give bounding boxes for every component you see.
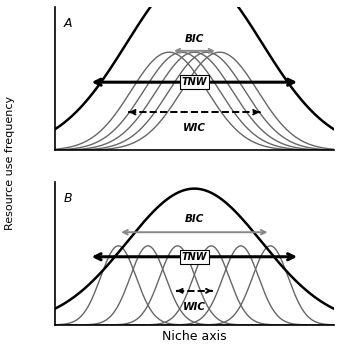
Text: BIC: BIC: [185, 34, 204, 44]
Text: WIC: WIC: [183, 302, 206, 312]
Text: A: A: [64, 17, 72, 30]
Text: B: B: [64, 192, 72, 205]
Text: WIC: WIC: [183, 123, 206, 133]
X-axis label: Niche axis: Niche axis: [162, 330, 227, 343]
Text: TNW: TNW: [182, 252, 207, 262]
Text: BIC: BIC: [185, 214, 204, 224]
Text: TNW: TNW: [182, 77, 207, 87]
Text: Resource use frequency: Resource use frequency: [5, 95, 15, 230]
